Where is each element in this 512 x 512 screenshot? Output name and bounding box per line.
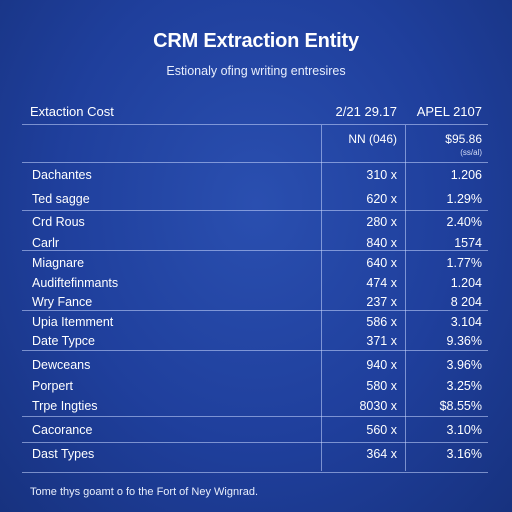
row-label: Cacorance [32, 423, 93, 437]
row-label: Upia Itemment [32, 315, 114, 329]
column-header-2: 2/21 29.17 [335, 104, 397, 119]
row-value-2: 3.104 [450, 315, 482, 329]
table-rule [22, 124, 488, 125]
table-row: Trpe Ingties 8030 x $8.55% [0, 399, 512, 419]
row-value-2: 1574 [454, 236, 482, 250]
row-value-2: 8 204 [450, 295, 482, 309]
row-label: Dachantes [32, 168, 92, 182]
table-row: Dast Types 364 x 3.16% [0, 447, 512, 467]
table-row: Carlr 840 x 1574 [0, 236, 512, 256]
column-note-3: (ss/al) [460, 148, 482, 157]
row-value-2: 1.206 [450, 168, 482, 182]
row-value-1: 560 x [366, 423, 397, 437]
column-divider [321, 125, 322, 471]
table-rule [22, 442, 488, 443]
column-header-3: APEL 2107 [416, 104, 482, 119]
row-value-2: 9.36% [446, 334, 482, 348]
row-value-1: 364 x [366, 447, 397, 461]
table-row: Dachantes 310 x 1.206 [0, 168, 512, 188]
row-label: Crd Rous [32, 215, 85, 229]
row-label: Ted sagge [32, 192, 90, 206]
column-subheader-3: $95.86 [445, 132, 482, 146]
row-value-1: 586 x [366, 315, 397, 329]
table-rule [22, 250, 488, 251]
row-value-2: $8.55% [439, 399, 482, 413]
row-value-1: 580 x [366, 379, 397, 393]
row-value-1: 371 x [366, 334, 397, 348]
row-label: Carlr [32, 236, 60, 250]
table-row: Ted sagge 620 x 1.29% [0, 192, 512, 212]
row-value-2: 1.204 [450, 276, 482, 290]
row-value-2: 1.77% [446, 256, 482, 270]
row-value-1: 8030 x [359, 399, 397, 413]
row-label: Dewceans [32, 358, 91, 372]
row-value-2: 3.25% [446, 379, 482, 393]
column-divider [405, 125, 406, 471]
row-value-1: 280 x [366, 215, 397, 229]
table-row: Audiftefinmants 474 x 1.204 [0, 276, 512, 296]
row-value-2: 2.40% [446, 215, 482, 229]
row-value-2: 3.10% [446, 423, 482, 437]
page-subtitle: Estionaly ofing writing entresires [166, 64, 346, 78]
row-value-2: 3.16% [446, 447, 482, 461]
table-rule [22, 210, 488, 211]
row-value-2: 3.96% [446, 358, 482, 372]
table-row: Crd Rous 280 x 2.40% [0, 215, 512, 235]
row-label: Audiftefinmants [32, 276, 119, 290]
table-row: Cacorance 560 x 3.10% [0, 423, 512, 443]
table-rule [22, 162, 488, 163]
table-row: Wry Fance 237 x 8 204 [0, 295, 512, 315]
row-value-1: 237 x [366, 295, 397, 309]
column-subheader-2: NN (046) [348, 132, 397, 146]
row-value-1: 940 x [366, 358, 397, 372]
row-label: Trpe Ingties [32, 399, 98, 413]
row-label: Miagnare [32, 256, 85, 270]
row-label: Date Typce [32, 334, 96, 348]
row-value-1: 840 x [366, 236, 397, 250]
row-value-2: 1.29% [446, 192, 482, 206]
row-value-1: 310 x [366, 168, 397, 182]
table-row: Date Typce 371 x 9.36% [0, 334, 512, 354]
table-row: Porpert 580 x 3.25% [0, 379, 512, 399]
table-row: Upia Itemment 586 x 3.104 [0, 315, 512, 335]
row-value-1: 640 x [366, 256, 397, 270]
row-label: Wry Fance [32, 295, 93, 309]
row-label: Dast Types [32, 447, 95, 461]
row-value-1: 474 x [366, 276, 397, 290]
table-rule [22, 350, 488, 351]
table-rule [22, 416, 488, 417]
table-rule [22, 310, 488, 311]
column-header-label: Extaction Cost [30, 104, 114, 119]
row-label: Porpert [32, 379, 73, 393]
table-rule [22, 472, 488, 473]
footer-note: Tome thys goamt o fo the Fort of Ney Wig… [30, 486, 259, 498]
row-value-1: 620 x [366, 192, 397, 206]
table-row: Dewceans 940 x 3.96% [0, 358, 512, 378]
table-row: Miagnare 640 x 1.77% [0, 256, 512, 276]
page-title: CRM Extraction Entity [153, 30, 359, 52]
